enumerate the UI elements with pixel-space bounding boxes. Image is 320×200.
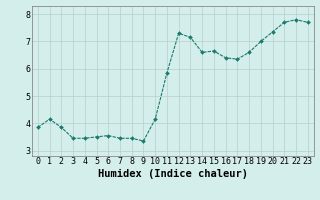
X-axis label: Humidex (Indice chaleur): Humidex (Indice chaleur) [98,169,248,179]
